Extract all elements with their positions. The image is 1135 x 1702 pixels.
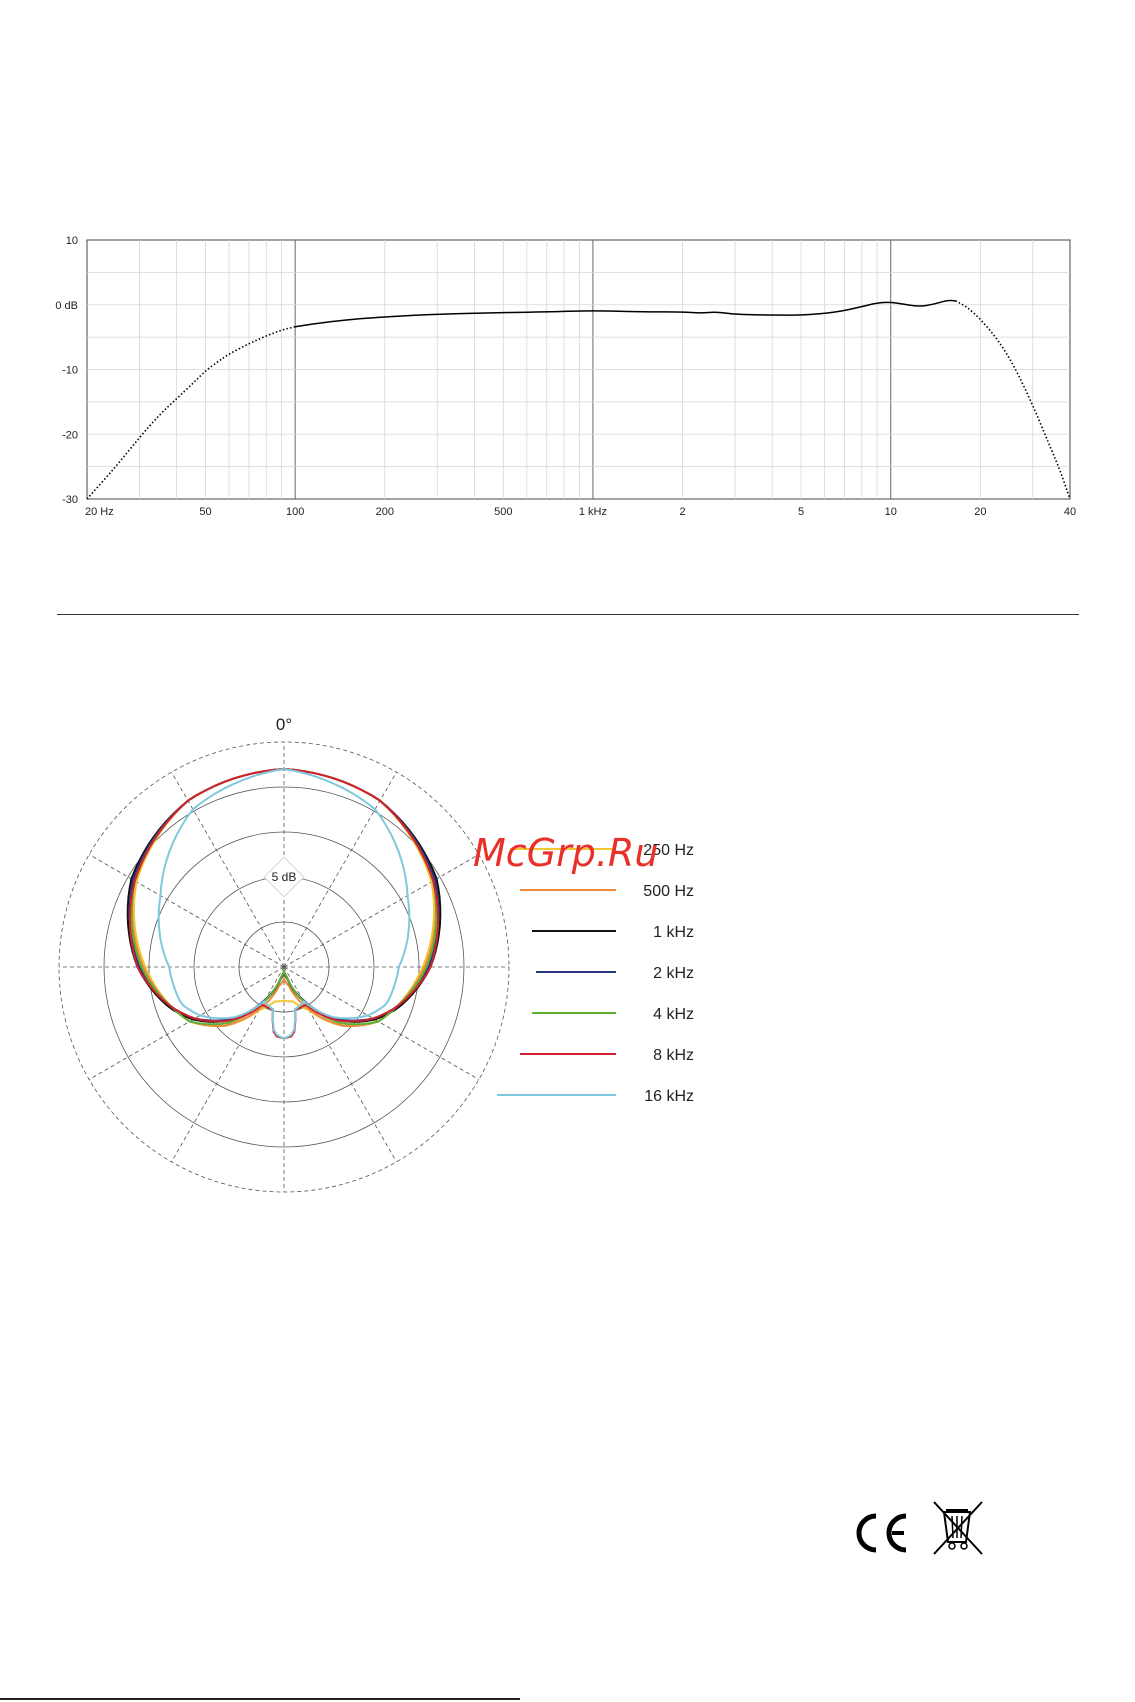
x-tick-label: 10 [885, 506, 897, 518]
ring-label: 5 dB [272, 870, 297, 884]
legend-label: 2 kHz [653, 965, 694, 982]
bottom-edge-line [0, 1698, 520, 1700]
polar-spoke [283, 771, 397, 968]
ce-mark-logo [856, 1513, 907, 1553]
polar-series-500-hz [131, 768, 437, 1028]
legend-label: 500 Hz [643, 883, 694, 900]
legend-label: 16 kHz [644, 1088, 694, 1105]
x-tick-label: 2 [680, 506, 686, 518]
x-tick-label: 50 [199, 506, 211, 518]
ring-label-box [263, 856, 305, 898]
polar-series-250-hz [132, 768, 436, 1028]
response-curve-solid [295, 299, 956, 328]
polar-spoke [88, 966, 285, 1080]
x-tick-label: 5 [798, 506, 804, 518]
watermark-text: McGrp.Ru [473, 831, 658, 875]
polar-spoke [88, 854, 285, 968]
x-tick-label: 100 [286, 506, 304, 518]
legend-label: 8 kHz [653, 1047, 694, 1064]
polar-spoke [283, 966, 397, 1163]
legend-label: 250 Hz [643, 842, 694, 859]
polar-pattern-chart: 0° 5 dB 250 Hz 500 Hz 1 kHz 2 kHz 4 kHz 8 kHz 16… [58, 715, 694, 1193]
polar-series-16-khz [157, 768, 411, 1040]
legend-label: 4 kHz [653, 1006, 694, 1023]
polar-spoke [283, 854, 480, 968]
y-tick-label: -30 [62, 494, 78, 506]
polar-spoke [171, 966, 285, 1163]
x-tick-label: 500 [494, 506, 512, 518]
y-tick-label: -20 [62, 429, 78, 441]
polar-ring [103, 786, 465, 1148]
x-tick-label: 20 Hz [85, 506, 114, 518]
x-tick-label: 20 [974, 506, 986, 518]
weee-crossed-bin-icon [933, 1501, 983, 1555]
polar-spoke [283, 966, 480, 1080]
y-tick-label: 0 dB [55, 300, 78, 312]
frequency-response-chart: 10 0 dB -10 -20 -30 20 Hz 50 100 200 500 1 kHz 2 5 10… [55, 235, 1076, 518]
x-tick-label: 200 [376, 506, 394, 518]
y-tick-label: -10 [62, 365, 78, 377]
legend-label: 1 kHz [653, 924, 694, 941]
x-tick-label: 40 [1064, 506, 1076, 518]
polar-spoke [171, 771, 285, 968]
section-divider [57, 614, 1079, 615]
y-tick-label: 10 [66, 235, 78, 247]
response-curve-dotted [955, 300, 1071, 500]
x-tick-label: 1 kHz [579, 506, 607, 518]
polar-top-label: 0° [276, 715, 292, 734]
